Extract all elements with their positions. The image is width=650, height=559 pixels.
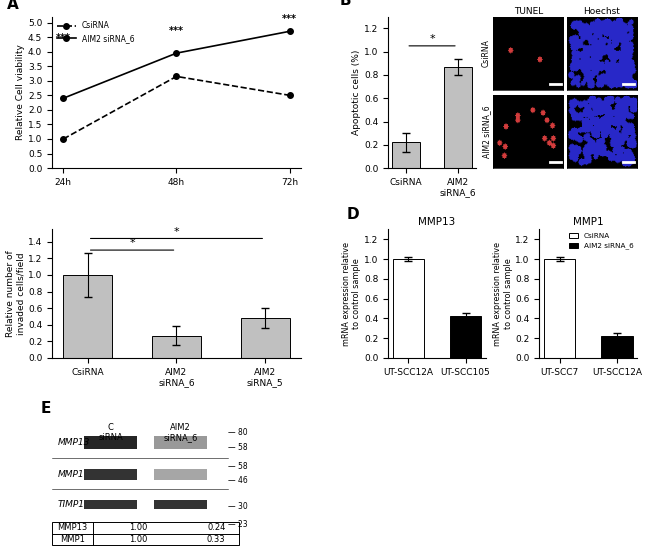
Bar — [392, 143, 421, 168]
Text: MMP1: MMP1 — [60, 535, 85, 544]
Bar — [152, 335, 201, 358]
Bar — [240, 318, 290, 358]
Bar — [63, 275, 112, 358]
Text: E: E — [40, 401, 51, 416]
Text: D: D — [347, 207, 359, 222]
Text: — 46: — 46 — [227, 476, 247, 485]
Line: CsiRNA: CsiRNA — [60, 74, 292, 142]
Text: MMP1: MMP1 — [58, 470, 84, 479]
Y-axis label: CsiRNA: CsiRNA — [482, 39, 491, 67]
Bar — [84, 436, 137, 449]
Y-axis label: Relative Cell viability: Relative Cell viability — [16, 45, 25, 140]
CsiRNA — [59, 136, 67, 143]
Bar — [393, 259, 424, 358]
Text: — 58: — 58 — [227, 462, 247, 471]
Text: 0.33: 0.33 — [207, 535, 226, 544]
Text: — 30: — 30 — [227, 502, 247, 511]
Text: B: B — [340, 0, 351, 8]
Text: *: * — [429, 34, 435, 44]
Text: *: * — [174, 227, 179, 237]
Bar — [155, 436, 207, 449]
Text: — 58: — 58 — [227, 443, 247, 452]
Title: TUNEL: TUNEL — [514, 7, 543, 16]
Text: ***: *** — [56, 33, 71, 43]
CsiRNA — [172, 73, 180, 80]
Bar — [52, 522, 239, 545]
Legend: CsiRNA, AIM2 siRNA_6: CsiRNA, AIM2 siRNA_6 — [53, 18, 137, 46]
AIM2 siRNA_6 — [59, 95, 67, 102]
Y-axis label: mRNA expression relative
to control sample: mRNA expression relative to control samp… — [493, 241, 512, 345]
Text: MMP13: MMP13 — [58, 438, 90, 447]
Bar — [155, 500, 207, 509]
Text: A: A — [7, 0, 19, 12]
Text: 0.24: 0.24 — [207, 523, 226, 532]
Text: — 23: — 23 — [227, 520, 247, 529]
Y-axis label: Relative number of
invaded cells/field: Relative number of invaded cells/field — [6, 250, 25, 337]
CsiRNA — [286, 92, 294, 99]
AIM2 siRNA_6 — [286, 28, 294, 35]
Y-axis label: AIM2 siRNA_6: AIM2 siRNA_6 — [482, 106, 491, 158]
Text: *: * — [129, 239, 135, 248]
Text: 1.00: 1.00 — [129, 523, 148, 532]
Text: AIM2
siRNA_6: AIM2 siRNA_6 — [164, 423, 198, 443]
Bar — [84, 500, 137, 509]
Y-axis label: Apoptotic cells (%): Apoptotic cells (%) — [352, 50, 361, 135]
Legend: CsiRNA, AIM2 siRNA_6: CsiRNA, AIM2 siRNA_6 — [566, 230, 636, 252]
Text: ***: *** — [169, 26, 184, 36]
Bar — [84, 470, 137, 480]
AIM2 siRNA_6 — [172, 50, 180, 56]
Bar — [450, 316, 481, 358]
Line: AIM2 siRNA_6: AIM2 siRNA_6 — [60, 29, 292, 101]
Text: — 80: — 80 — [227, 428, 247, 437]
Y-axis label: mRNA expression relative
to control sample: mRNA expression relative to control samp… — [342, 241, 361, 345]
Bar — [155, 470, 207, 480]
Title: MMP13: MMP13 — [418, 217, 456, 227]
Bar — [544, 259, 575, 358]
Text: TIMP1: TIMP1 — [58, 500, 85, 509]
Bar — [601, 336, 632, 358]
Text: C
siRNA: C siRNA — [98, 423, 123, 443]
Text: MMP13: MMP13 — [57, 523, 88, 532]
Title: Hoechst: Hoechst — [584, 7, 620, 16]
Text: 1.00: 1.00 — [129, 535, 148, 544]
Title: MMP1: MMP1 — [573, 217, 603, 227]
Bar — [444, 67, 472, 168]
Text: ***: *** — [282, 14, 297, 24]
